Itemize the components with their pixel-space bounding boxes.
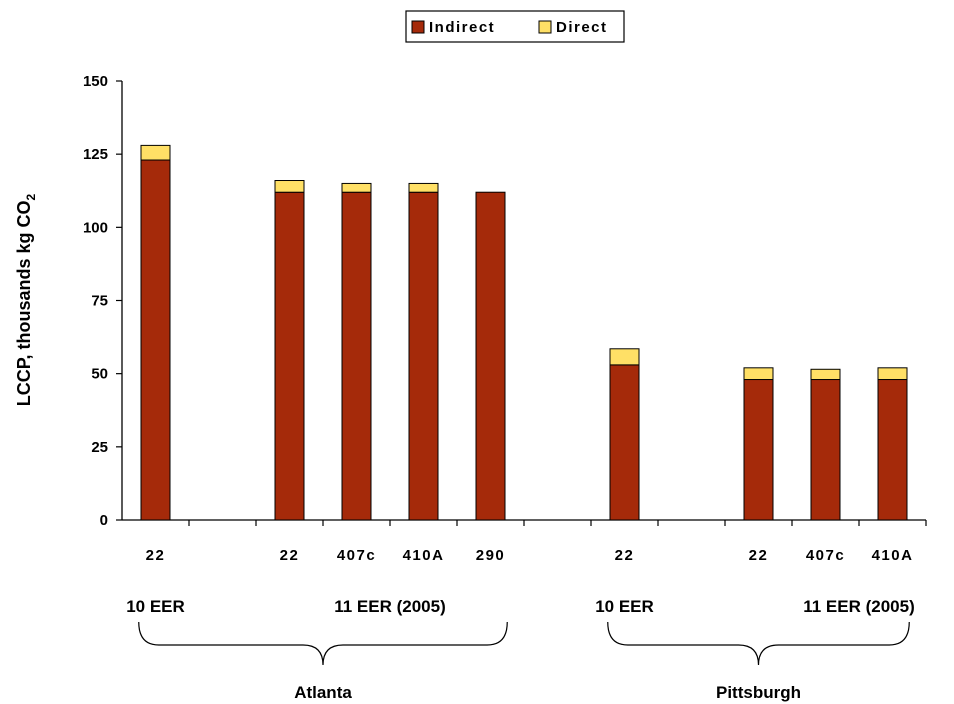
x-tick-label: 22 [615, 547, 635, 564]
x-tick-label: 290 [476, 547, 506, 564]
bar-direct [743, 367, 774, 381]
y-axis-title: LCCP, thousands kg CO2 [14, 193, 38, 406]
legend-label-direct: Direct [556, 19, 608, 36]
y-tick-label: 100 [83, 219, 108, 236]
efficiency-label: 11 EER (2005) [803, 597, 915, 616]
city-label: Atlanta [294, 683, 352, 702]
bar-direct [877, 367, 908, 381]
bar-indirect [743, 379, 774, 521]
x-tick-label: 22 [280, 547, 300, 564]
city-label: Pittsburgh [716, 683, 801, 702]
y-tick-label: 25 [91, 439, 108, 456]
axes [121, 81, 926, 521]
bar-indirect [609, 364, 640, 521]
x-tick-label: 407c [806, 547, 845, 564]
legend-frame [405, 10, 625, 43]
legend-swatch-direct [538, 20, 552, 34]
bar-indirect [877, 379, 908, 521]
y-tick-label: 50 [91, 366, 108, 383]
legend-swatch-indirect [411, 20, 425, 34]
x-tick-label: 410A [872, 547, 914, 564]
bar-direct [140, 144, 171, 161]
x-tick-label: 22 [749, 547, 769, 564]
bars [140, 144, 908, 521]
y-tick-label: 150 [83, 73, 108, 90]
city-braces: Atlanta Pittsburgh [138, 621, 910, 702]
bar-direct [274, 180, 305, 193]
bar-indirect [140, 159, 171, 521]
x-tick-labels: 22 22 407c 410A 290 22 22 407c 410A [146, 547, 914, 564]
legend: Indirect Direct [405, 10, 625, 43]
bar-indirect [341, 191, 372, 521]
city-brace [138, 621, 508, 666]
x-tick-label: 410A [403, 547, 445, 564]
bar-direct [810, 368, 841, 381]
x-tick-label: 407c [337, 547, 376, 564]
y-axis-title-subscript: 2 [24, 193, 38, 200]
bar-indirect [408, 191, 439, 521]
bar-direct [609, 348, 640, 366]
bar-indirect [475, 191, 506, 521]
city-brace [607, 621, 910, 666]
ticks: 0 25 50 75 100 125 150 [83, 73, 927, 529]
bar-indirect [810, 379, 841, 521]
legend-label-indirect: Indirect [429, 19, 495, 36]
y-axis-title-text: LCCP, thousands kg CO [14, 200, 34, 406]
y-tick-label: 0 [100, 512, 108, 529]
bar-direct [408, 182, 439, 193]
x-tick-label: 22 [146, 547, 166, 564]
efficiency-label: 11 EER (2005) [334, 597, 446, 616]
bar-direct [341, 182, 372, 193]
bar-indirect [274, 191, 305, 521]
efficiency-labels: 10 EER 11 EER (2005) 10 EER 11 EER (2005) [126, 597, 915, 616]
y-tick-label: 125 [83, 146, 108, 163]
y-tick-label: 75 [91, 293, 108, 310]
efficiency-label: 10 EER [595, 597, 654, 616]
efficiency-label: 10 EER [126, 597, 185, 616]
